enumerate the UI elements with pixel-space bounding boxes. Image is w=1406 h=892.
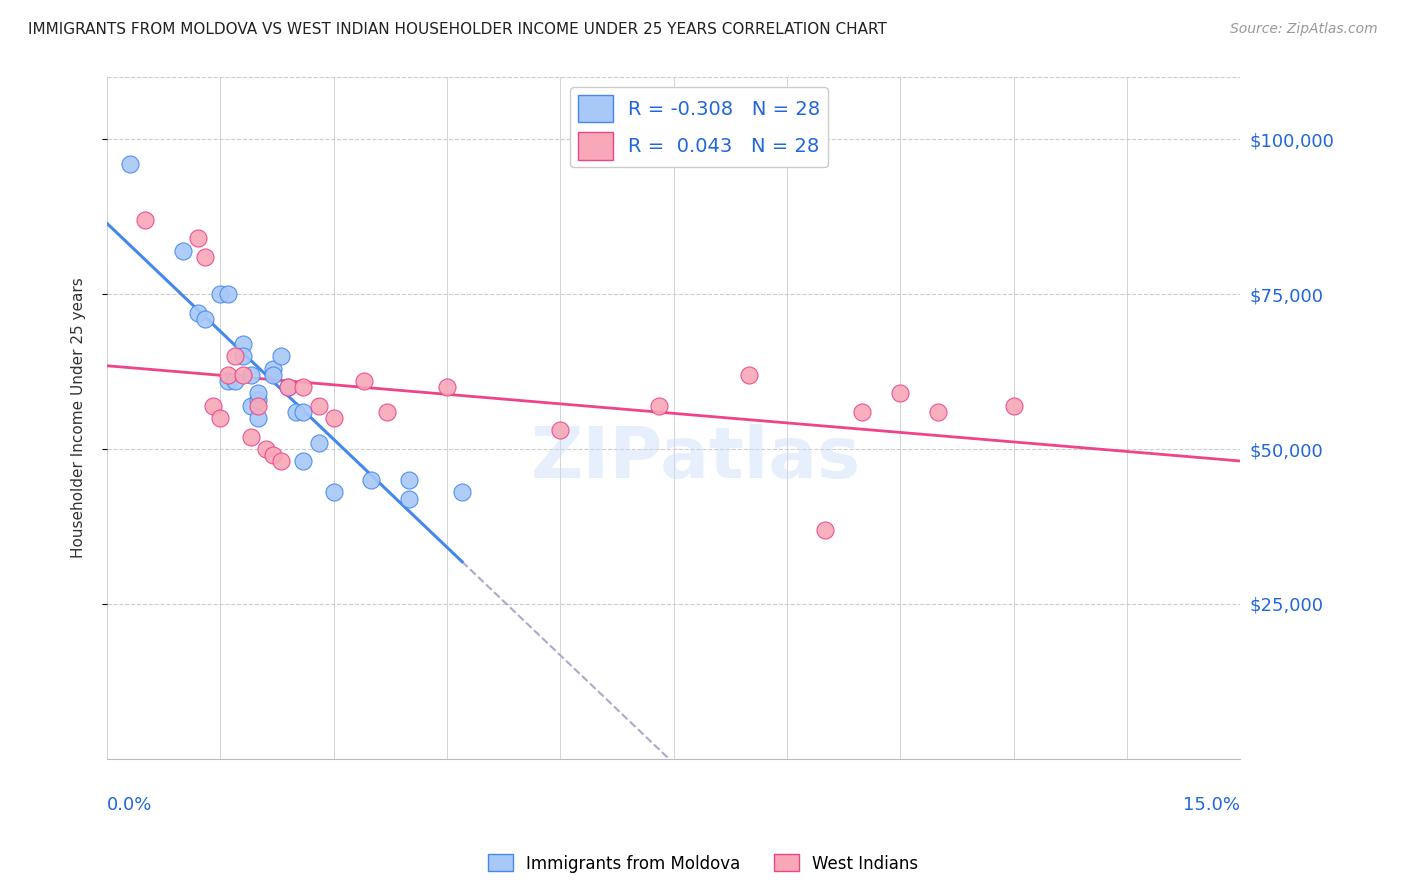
Point (232, 368, 254, 382)
Legend: Immigrants from Moldova, West Indians: Immigrants from Moldova, West Indians (481, 847, 925, 880)
Point (217, 368, 239, 382)
Point (262, 368, 284, 382)
Point (224, 374, 246, 388)
Point (232, 336, 254, 351)
Point (550, 424, 572, 438)
Point (118, 157, 141, 171)
Point (308, 436, 330, 450)
Text: 15.0%: 15.0% (1184, 797, 1240, 814)
Point (1002, 399, 1025, 413)
Point (292, 380, 315, 394)
Point (398, 491, 420, 506)
Point (247, 392, 270, 407)
Point (451, 485, 474, 500)
Point (360, 473, 382, 487)
Point (209, 287, 232, 301)
Text: ZIPatlas: ZIPatlas (531, 425, 862, 493)
Text: IMMIGRANTS FROM MOLDOVA VS WEST INDIAN HOUSEHOLDER INCOME UNDER 25 YEARS CORRELA: IMMIGRANTS FROM MOLDOVA VS WEST INDIAN H… (28, 22, 887, 37)
Point (201, 399, 224, 413)
Point (262, 361, 284, 376)
Point (247, 411, 270, 425)
Text: Source: ZipAtlas.com: Source: ZipAtlas.com (1230, 22, 1378, 37)
Point (187, 306, 209, 320)
Point (232, 349, 254, 363)
Point (322, 411, 344, 425)
Point (292, 454, 315, 468)
Point (375, 405, 398, 419)
Point (270, 349, 292, 363)
Point (814, 523, 837, 537)
Point (851, 405, 873, 419)
Point (889, 386, 911, 401)
Point (187, 231, 209, 245)
Point (194, 250, 217, 264)
Point (927, 405, 949, 419)
Point (247, 386, 270, 401)
Point (217, 374, 239, 388)
Point (292, 405, 315, 419)
Point (353, 374, 375, 388)
Point (436, 380, 458, 394)
Point (239, 368, 262, 382)
Point (738, 368, 761, 382)
Point (647, 399, 669, 413)
Point (254, 442, 277, 456)
Point (194, 312, 217, 326)
Legend: R = -0.308   N = 28, R =  0.043   N = 28: R = -0.308 N = 28, R = 0.043 N = 28 (569, 87, 828, 168)
Point (134, 213, 156, 227)
Point (262, 448, 284, 462)
Point (239, 399, 262, 413)
Point (224, 349, 246, 363)
Point (217, 287, 239, 301)
Point (239, 430, 262, 444)
Point (398, 473, 420, 487)
Point (270, 454, 292, 468)
Point (172, 244, 194, 258)
Point (277, 380, 299, 394)
Point (322, 485, 344, 500)
Point (308, 399, 330, 413)
Point (247, 399, 270, 413)
Point (209, 411, 232, 425)
Text: 0.0%: 0.0% (107, 797, 152, 814)
Y-axis label: Householder Income Under 25 years: Householder Income Under 25 years (72, 277, 86, 558)
Point (284, 405, 307, 419)
Point (277, 380, 299, 394)
